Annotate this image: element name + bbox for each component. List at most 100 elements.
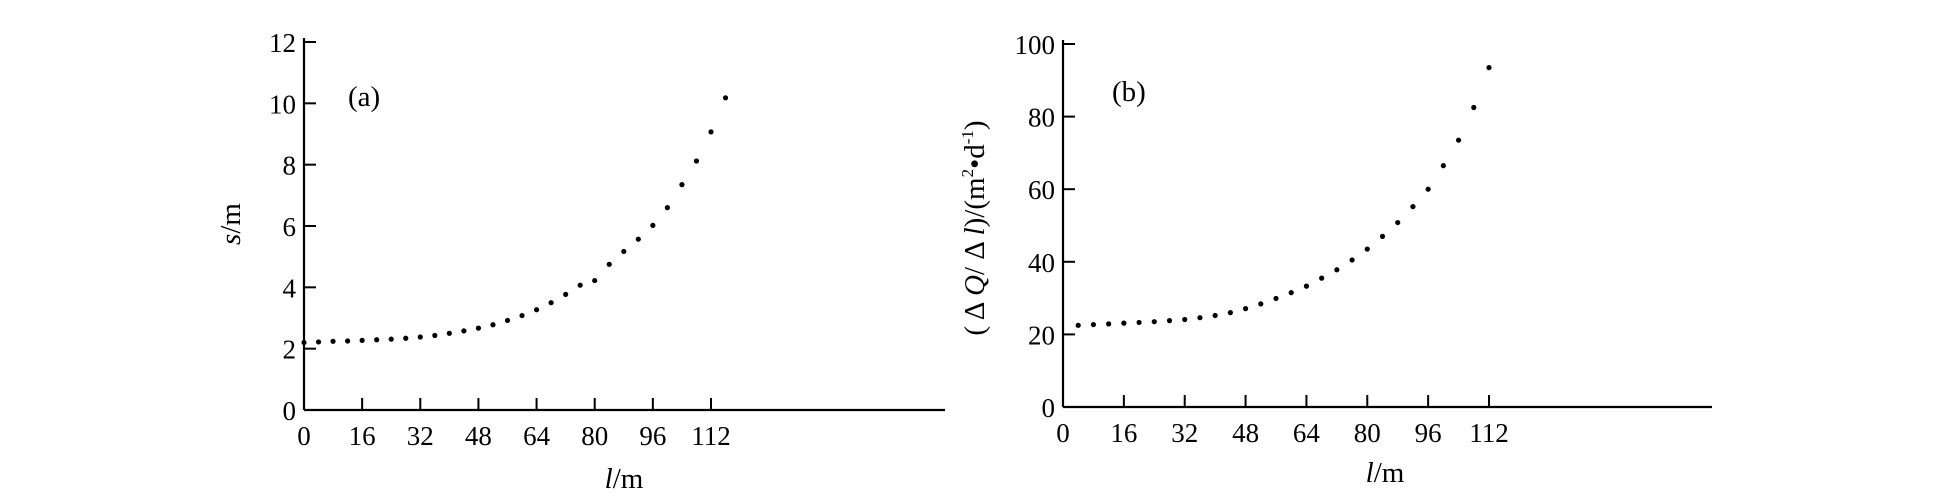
data-point [1410, 204, 1416, 210]
data-point [1182, 316, 1188, 323]
y-tick-label: 40 [1028, 248, 1055, 278]
y-tick-label: 12 [269, 28, 296, 58]
data-point [1227, 310, 1233, 316]
chart-panel-b: 0 16 32 48 64 80 96 112 0 20 40 60 80 100 (b) l/m ( Δ… [958, 30, 1712, 489]
data-point [708, 129, 714, 135]
data-point [563, 291, 569, 297]
data-point [1075, 322, 1081, 328]
data-point [1090, 321, 1097, 328]
data-point [359, 337, 365, 343]
data-point [1212, 312, 1218, 319]
x-tick-label: 96 [1415, 418, 1442, 448]
data-point [722, 95, 729, 101]
x-tick-label: 32 [407, 421, 434, 451]
data-point [1455, 137, 1462, 143]
x-tick-label: 48 [465, 421, 492, 451]
data-point [374, 337, 380, 343]
x-tick-label: 64 [1293, 418, 1321, 448]
y-axis-title: s/m [215, 203, 247, 245]
x-tick-label: 32 [1171, 418, 1198, 448]
data-point [417, 334, 423, 340]
x-tick-label: 48 [1232, 418, 1259, 448]
data-points [1075, 64, 1492, 328]
x-tick-label: 64 [523, 421, 551, 451]
data-point [679, 182, 685, 188]
x-axis-title: l/m [1366, 457, 1405, 489]
data-point [1379, 233, 1386, 239]
data-point [1136, 319, 1142, 326]
data-point [1242, 306, 1249, 312]
y-tick-label: 10 [269, 89, 296, 119]
y-tick-label: 20 [1028, 320, 1055, 350]
data-point [1166, 318, 1173, 324]
data-point [301, 339, 307, 346]
data-point [490, 322, 496, 328]
data-point [504, 317, 511, 324]
y-tick-label: 2 [283, 335, 297, 365]
y-tick-label: 0 [1042, 393, 1056, 423]
data-point [664, 205, 670, 211]
data-point [1440, 163, 1446, 169]
data-point [577, 282, 583, 288]
y-tick-label: 80 [1028, 103, 1055, 133]
x-tick-label: 112 [691, 421, 731, 451]
y-tick-label: 0 [283, 396, 297, 426]
data-point [475, 325, 482, 331]
data-point [345, 338, 351, 344]
axis-ticks: 0 16 32 48 64 80 96 112 0 20 40 60 80 100 [1015, 30, 1509, 448]
data-point [1334, 267, 1340, 273]
data-point [1395, 219, 1401, 226]
panel-label: (a) [348, 81, 380, 113]
x-tick-label: 0 [297, 421, 311, 451]
data-point [1273, 295, 1279, 302]
data-point [1303, 283, 1310, 289]
data-point [315, 339, 322, 345]
y-tick-label: 4 [283, 273, 297, 303]
data-point [1486, 64, 1492, 71]
x-tick-label: 16 [349, 421, 376, 451]
data-point [1197, 315, 1203, 321]
axis-ticks: 0 16 32 48 64 80 96 112 0 2 4 6 8 10 12 [269, 28, 731, 451]
chart-panel-a: 0 16 32 48 64 80 96 112 0 2 4 6 8 10 12 (a) l/m s/m [215, 28, 945, 495]
data-point [635, 236, 641, 242]
data-point [519, 312, 525, 319]
x-tick-label: 0 [1056, 418, 1070, 448]
data-point [330, 338, 336, 344]
data-point [533, 307, 540, 313]
data-point [388, 336, 394, 342]
data-point [693, 158, 700, 164]
data-point [1364, 246, 1370, 252]
data-point [403, 335, 409, 341]
panel-label: (b) [1112, 76, 1146, 108]
data-point [432, 332, 438, 339]
x-tick-label: 80 [1354, 418, 1381, 448]
data-point [1288, 290, 1294, 296]
y-tick-label: 6 [283, 212, 297, 242]
x-tick-label: 96 [639, 421, 666, 451]
data-point [606, 261, 612, 267]
data-point [621, 248, 627, 255]
x-tick-label: 16 [1110, 418, 1137, 448]
data-point [1151, 319, 1157, 325]
x-tick-label: 80 [581, 421, 608, 451]
data-point [461, 328, 467, 334]
x-tick-label: 112 [1469, 418, 1509, 448]
data-point [1106, 321, 1112, 327]
data-point [1258, 301, 1264, 307]
y-tick-label: 60 [1028, 175, 1055, 205]
data-point [1471, 104, 1477, 111]
data-point [650, 222, 656, 228]
y-tick-label: 8 [283, 151, 297, 181]
data-point [1319, 275, 1325, 281]
data-point [446, 330, 452, 336]
x-axis-title: l/m [605, 463, 644, 495]
data-point [548, 300, 554, 306]
data-point [1121, 320, 1127, 326]
data-point [592, 277, 598, 284]
data-point [1349, 257, 1355, 263]
y-axis-title: ( Δ Q/ Δ l)/(m2•d-1) [958, 120, 991, 335]
y-tick-label: 100 [1015, 30, 1056, 60]
data-point [1425, 186, 1431, 192]
data-points [301, 95, 729, 346]
